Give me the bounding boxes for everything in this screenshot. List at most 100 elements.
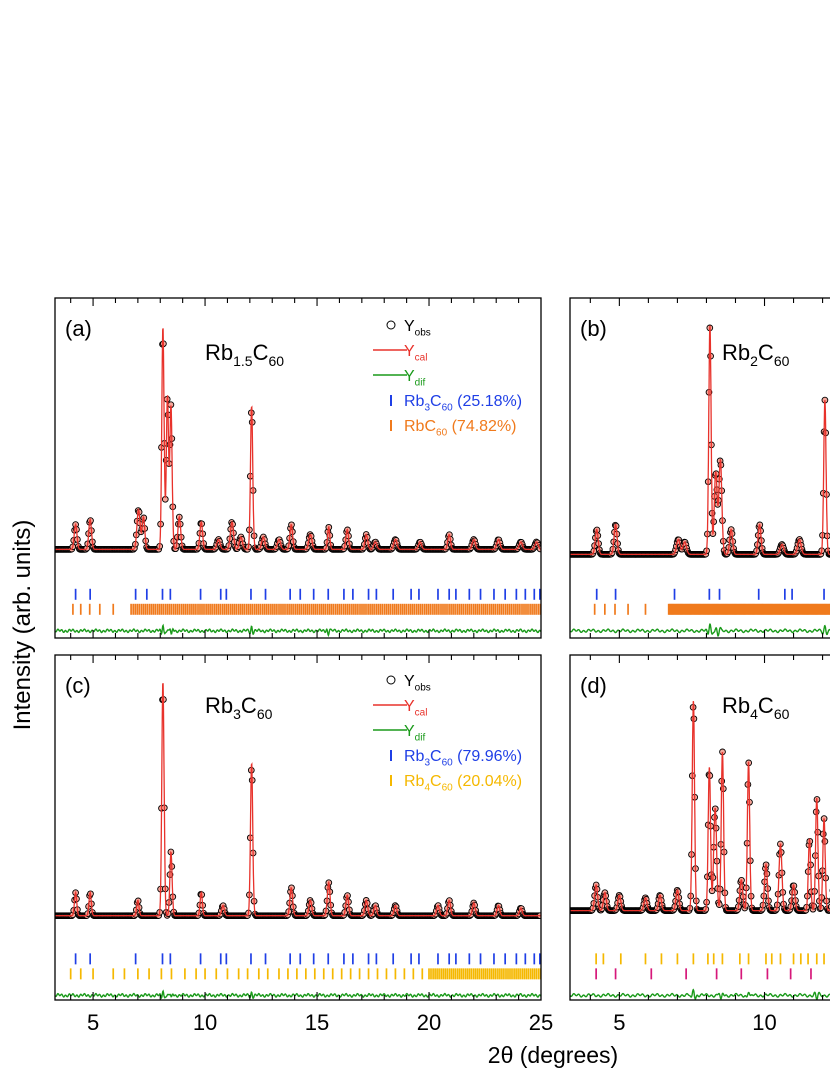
plot-area xyxy=(55,683,541,1000)
legend-obs-label-part: obs xyxy=(415,682,431,693)
compound-label-part: Rb xyxy=(722,693,750,718)
phase-ticks-0 xyxy=(595,953,825,965)
compound-label: Rb3C60 xyxy=(205,693,273,722)
compound-label: Rb2C60 xyxy=(722,340,790,369)
calculated-line xyxy=(55,328,541,551)
plot-area xyxy=(570,324,830,637)
legend-phase-label-part: 3 xyxy=(424,402,430,413)
legend-obs-label: Yobs xyxy=(404,673,431,693)
legend-phase-label-part: C xyxy=(430,773,442,790)
legend-obs-label-part: Y xyxy=(404,673,415,690)
compound-label-part: C xyxy=(253,340,269,365)
panel-label: (c) xyxy=(65,673,91,698)
compound-label-part: 60 xyxy=(774,706,790,722)
legend-phase-label-part: Rb xyxy=(404,393,425,410)
phase-ticks-1 xyxy=(593,603,830,615)
x-tick-label: 10 xyxy=(193,1010,217,1035)
legend-obs-marker xyxy=(386,675,396,685)
legend-phase-label-part: (74.82%) xyxy=(447,418,516,435)
difference-line xyxy=(55,623,541,638)
compound-label-part: C xyxy=(758,693,774,718)
compound-label-part: 2 xyxy=(750,353,758,369)
legend-phase-label: RbC60 (74.82%) xyxy=(404,418,517,438)
observed-series xyxy=(55,340,541,553)
compound-label-part: 60 xyxy=(257,706,273,722)
panel-frame xyxy=(54,654,542,1001)
panel-label: (d) xyxy=(580,673,607,698)
legend-phase-label-part: 60 xyxy=(442,757,454,768)
x-axis-label-symbol: 2θ xyxy=(488,1042,514,1068)
legend-phase-label-part: (20.04%) xyxy=(453,773,522,790)
observed-series xyxy=(570,703,830,914)
observed-point xyxy=(536,545,541,553)
legend-phase-label-part: RbC xyxy=(404,418,436,435)
difference-line xyxy=(570,988,830,1000)
legend-obs-label: Yobs xyxy=(404,318,431,338)
compound-label: Rb1.5C60 xyxy=(205,340,284,369)
compound-label-part: C xyxy=(241,693,257,718)
legend-phase-label-part: (25.18%) xyxy=(453,393,522,410)
panel-label: (b) xyxy=(580,316,607,341)
observed-series xyxy=(55,696,541,920)
legend-dif-label-part: Y xyxy=(404,723,415,740)
compound-label-part: Rb xyxy=(722,340,750,365)
legend-phase-label-part: 3 xyxy=(424,757,430,768)
compound-label-part: 60 xyxy=(268,353,284,369)
x-tick-label: 25 xyxy=(529,1010,553,1035)
phase-ticks-1 xyxy=(69,968,541,980)
difference-line xyxy=(570,622,830,637)
calculated-line xyxy=(570,700,830,912)
calculated-line xyxy=(55,683,541,917)
legend-phase-label: Rb4C60 (20.04%) xyxy=(404,773,522,793)
compound-label-part: 4 xyxy=(750,706,758,722)
legend-dif-label-part: dif xyxy=(415,732,426,743)
compound-label-part: Rb xyxy=(205,693,233,718)
plot-area xyxy=(570,700,830,1000)
compound-label-part: C xyxy=(758,340,774,365)
legend-dif-label: Ydif xyxy=(404,723,425,743)
legend-dif-label-part: dif xyxy=(415,377,426,388)
x-tick-label: 10 xyxy=(752,1010,776,1035)
legend-obs-label-part: Y xyxy=(404,318,415,335)
legend-cal-label-part: Y xyxy=(404,698,415,715)
legend-cal-label: Ycal xyxy=(404,343,427,363)
legend-cal-label-part: Y xyxy=(404,343,415,360)
legend-obs-label-part: obs xyxy=(415,327,431,338)
legend-phase-label: Rb3C60 (79.96%) xyxy=(404,748,522,768)
compound-label-part: 1.5 xyxy=(233,353,253,369)
legend-dif-label-part: Y xyxy=(404,368,415,385)
legend-phase-label-part: (79.96%) xyxy=(453,748,522,765)
legend-dif-label: Ydif xyxy=(404,368,425,388)
x-axis-label-unit: (degrees) xyxy=(513,1042,618,1068)
legend-phase-label-part: 4 xyxy=(424,782,430,793)
legend-phase-label-part: 60 xyxy=(442,782,454,793)
compound-label-part: Rb xyxy=(205,340,233,365)
phase-ticks-0 xyxy=(74,588,541,600)
legend-phase-label-part: 60 xyxy=(436,427,448,438)
phase-ticks-1 xyxy=(595,968,812,980)
observed-series xyxy=(570,324,830,558)
legend-phase-label-part: C xyxy=(430,748,442,765)
compound-label-part: 3 xyxy=(233,706,241,722)
legend-cal-label-part: cal xyxy=(415,707,428,718)
panel-b: (b) Rb2C60 xyxy=(569,297,830,639)
legend-obs-marker xyxy=(386,320,396,330)
panel-frame xyxy=(54,297,542,639)
x-axis-label: 2θ (degrees) xyxy=(488,1042,618,1068)
legend-phase-label-part: 60 xyxy=(442,402,454,413)
legend-phase-label-part: Rb xyxy=(404,773,425,790)
phase-ticks-0 xyxy=(595,588,825,600)
legend-cal-label: Ycal xyxy=(404,698,427,718)
legend-phase-label-part: C xyxy=(430,393,442,410)
legend-phase-label-part: Rb xyxy=(404,748,425,765)
phase-ticks-1 xyxy=(72,603,541,615)
x-tick-label: 15 xyxy=(305,1010,329,1035)
compound-label-part: 60 xyxy=(774,353,790,369)
panel-frame xyxy=(569,297,830,639)
legend-cal-label-part: cal xyxy=(415,352,428,363)
